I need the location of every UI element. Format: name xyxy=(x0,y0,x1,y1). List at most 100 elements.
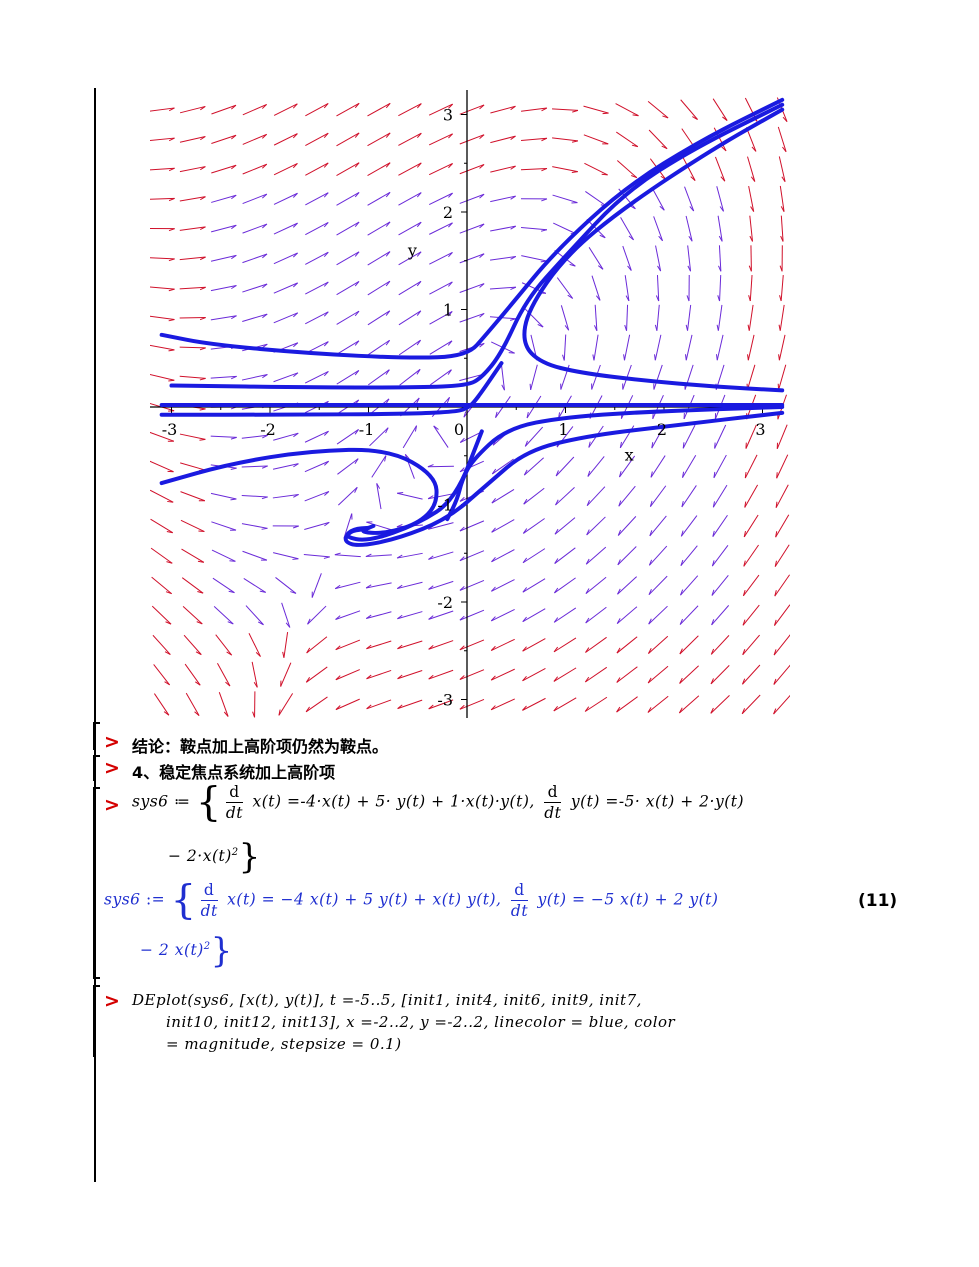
axis-labels: -3 -2 -1 0 1 2 3 3 2 1 -1 -2 -3 x y xyxy=(162,106,766,710)
field-arrow xyxy=(278,693,294,716)
field-arrow xyxy=(398,192,422,206)
input-deplot-line2[interactable]: init10, init12, init13], x =-2..2, y =-2… xyxy=(166,1013,676,1031)
field-arrow xyxy=(179,375,206,381)
conclusion-text[interactable]: 结论：鞍点加上高阶项仍然为鞍点。 xyxy=(132,737,389,756)
field-arrow xyxy=(742,574,760,597)
field-arrow xyxy=(618,485,636,507)
field-arrow xyxy=(586,486,606,507)
section-heading[interactable]: 4、稳定焦点系统加上高阶项 xyxy=(132,763,336,782)
field-arrow xyxy=(594,304,598,331)
field-arrow xyxy=(311,573,322,598)
derivative-operator: d dt xyxy=(544,783,562,822)
input-deplot-line3[interactable]: = magnitude, stepsize = 0.1) xyxy=(166,1035,402,1053)
field-arrow xyxy=(210,435,237,440)
field-arrow xyxy=(212,577,235,594)
field-arrow xyxy=(648,605,668,625)
field-arrow xyxy=(242,133,268,145)
field-arrow xyxy=(428,669,454,680)
field-arrow xyxy=(428,103,454,116)
field-arrow xyxy=(427,464,454,468)
field-arrow xyxy=(185,692,200,717)
field-arrow xyxy=(272,525,299,529)
field-arrow xyxy=(491,488,515,504)
field-arrow xyxy=(210,492,237,501)
field-arrow xyxy=(522,638,546,652)
field-arrow xyxy=(211,164,237,174)
field-arrow xyxy=(179,105,206,114)
field-arrow xyxy=(153,664,171,686)
field-arrow xyxy=(459,460,484,473)
field-arrow xyxy=(718,245,722,272)
field-arrow xyxy=(273,133,298,146)
field-arrow xyxy=(376,483,382,510)
field-arrow xyxy=(744,454,758,479)
field-arrow xyxy=(336,251,360,266)
field-arrow xyxy=(367,339,391,356)
field-arrow xyxy=(150,344,175,352)
field-arrow xyxy=(273,222,298,235)
field-arrow xyxy=(273,162,298,176)
field-arrow xyxy=(273,282,299,294)
field-arrow xyxy=(304,460,330,473)
field-arrow xyxy=(774,544,790,567)
field-arrow xyxy=(520,226,548,232)
prompt-symbol[interactable]: > xyxy=(104,990,120,1012)
field-arrow xyxy=(648,129,668,150)
field-arrow xyxy=(529,364,538,390)
field-arrow xyxy=(150,547,173,564)
prompt-symbol[interactable]: > xyxy=(104,794,120,816)
field-arrow xyxy=(334,552,361,558)
var-name: sys6 xyxy=(104,890,141,909)
field-arrow xyxy=(520,167,548,172)
input-sys6-continuation[interactable]: − 2·x(t)2} xyxy=(168,837,261,877)
field-arrow xyxy=(585,576,607,595)
prompt-symbol[interactable]: > xyxy=(104,757,120,779)
field-arrow xyxy=(150,257,175,262)
field-arrow xyxy=(179,317,206,321)
field-arrow xyxy=(779,275,784,302)
field-arrow xyxy=(648,575,668,596)
group-bracket xyxy=(93,985,94,1057)
field-arrow xyxy=(366,669,392,680)
prompt-symbol[interactable]: > xyxy=(104,731,120,753)
field-arrow xyxy=(273,192,298,205)
y-tick-label: 3 xyxy=(443,106,453,125)
field-arrow xyxy=(429,251,453,265)
field-arrow xyxy=(397,640,423,650)
field-arrow xyxy=(211,224,237,233)
field-arrow xyxy=(397,611,423,620)
input-sys6-definition[interactable]: sys6 ≔ {d dt x(t) =-4·x(t) + 5· y(t) + 1·… xyxy=(132,779,745,826)
field-arrow xyxy=(335,639,361,651)
field-arrow xyxy=(242,253,268,264)
field-arrow xyxy=(616,696,638,713)
field-arrow xyxy=(680,99,698,120)
field-arrow xyxy=(179,226,206,231)
phase-portrait-plot[interactable]: -3 -2 -1 0 1 2 3 3 2 1 -1 -2 -3 x y xyxy=(150,90,790,718)
group-bracket-bottom xyxy=(93,977,100,979)
field-arrow xyxy=(303,553,330,559)
field-arrow xyxy=(211,134,237,144)
group-bracket xyxy=(93,787,94,977)
field-arrow xyxy=(305,102,329,117)
field-arrow xyxy=(649,485,667,507)
field-arrow xyxy=(243,578,266,593)
field-arrow xyxy=(773,634,790,656)
field-arrow xyxy=(241,523,268,530)
field-arrow xyxy=(305,311,329,325)
equation-label: (11) xyxy=(858,891,898,911)
field-arrow xyxy=(334,581,361,590)
field-arrow xyxy=(428,163,453,176)
field-arrow xyxy=(428,610,454,620)
field-arrow xyxy=(523,457,544,476)
field-arrow xyxy=(680,545,698,567)
field-arrow xyxy=(305,281,329,295)
field-arrow xyxy=(305,251,329,265)
field-arrow xyxy=(272,493,299,499)
field-arrow xyxy=(679,635,699,655)
field-arrow xyxy=(305,192,329,206)
field-arrow xyxy=(336,281,360,296)
field-arrow xyxy=(251,661,258,688)
field-arrow xyxy=(716,304,723,331)
field-arrow xyxy=(554,517,576,535)
input-deplot-line1[interactable]: DEplot(sys6, [x(t), y(t)], t =-5..5, [in… xyxy=(132,991,642,1009)
